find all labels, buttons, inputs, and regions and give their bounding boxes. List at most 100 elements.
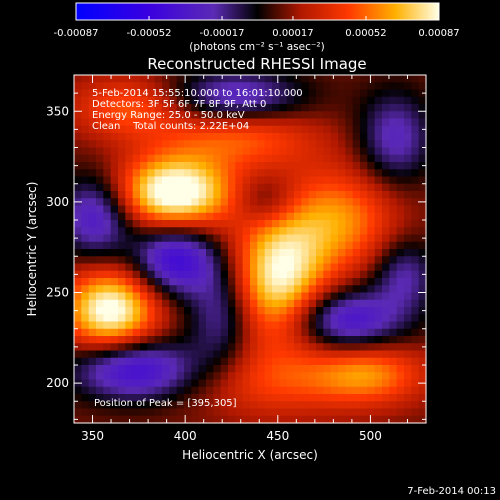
heatmap-cell [308, 379, 317, 388]
heatmap-cell [396, 183, 405, 192]
heatmap-cell [382, 249, 390, 257]
heatmap-cell [110, 270, 119, 279]
heatmap-cell [367, 133, 376, 141]
heatmap-cell [316, 350, 324, 359]
heatmap-cell [323, 365, 332, 373]
heatmap-cell [352, 249, 361, 257]
heatmap-cell [323, 234, 332, 243]
heatmap-cell [338, 394, 346, 402]
heatmap-cell [338, 307, 346, 315]
heatmap-cell [103, 307, 112, 315]
heatmap-cell [286, 263, 295, 272]
heatmap-cell [411, 183, 420, 192]
heatmap-cell [360, 386, 368, 395]
heatmap-cell [140, 321, 148, 330]
heatmap-cell [286, 278, 295, 286]
heatmap-cell [74, 394, 82, 402]
heatmap-cell [294, 147, 302, 156]
heatmap-cell [81, 96, 90, 105]
heatmap-cell [374, 394, 383, 402]
heatmap-cell [242, 191, 251, 199]
heatmap-cell [389, 285, 398, 294]
heatmap-cell [206, 285, 214, 294]
heatmap-cell [316, 104, 324, 112]
heatmap-cell [272, 386, 280, 395]
heatmap-cell [279, 198, 288, 207]
heatmap-cell [176, 111, 185, 120]
heatmap-cell [228, 82, 236, 91]
heatmap-cell [96, 307, 104, 315]
heatmap-cell [235, 386, 244, 395]
heatmap-cell [374, 147, 383, 156]
heatmap-cell [294, 299, 302, 308]
heatmap-cell [242, 270, 251, 279]
heatmap-cell [345, 256, 354, 265]
heatmap-cell [250, 198, 258, 207]
heatmap-cell [81, 154, 90, 163]
heatmap-cell [367, 176, 376, 185]
heatmap-cell [191, 205, 200, 214]
heatmap-cell [88, 249, 97, 257]
heatmap-cell [352, 162, 361, 170]
heatmap-cell [250, 133, 258, 141]
heatmap-cell [411, 401, 420, 410]
heatmap-cell [418, 314, 427, 323]
heatmap-cell [140, 198, 148, 207]
heatmap-cell [264, 321, 273, 330]
heatmap-cell [396, 169, 405, 178]
heatmap-cell [272, 278, 280, 286]
heatmap-cell [169, 198, 178, 207]
heatmap-cell [382, 321, 390, 330]
heatmap-cell [345, 386, 354, 395]
heatmap-cell [125, 394, 134, 402]
heatmap-cell [272, 183, 280, 192]
heatmap-cell [279, 111, 288, 120]
heatmap-cell [103, 162, 112, 170]
heatmap-cell [140, 162, 148, 170]
heatmap-cell [279, 386, 288, 395]
heatmap-cell [147, 401, 156, 410]
heatmap-cell [301, 278, 310, 286]
heatmap-cell [301, 415, 310, 424]
heatmap-cell [374, 191, 383, 199]
heatmap-cell [308, 299, 317, 308]
heatmap-cell [308, 328, 317, 337]
heatmap-cell [235, 220, 244, 228]
heatmap-cell [382, 234, 390, 243]
heatmap-cell [345, 292, 354, 301]
heatmap-cell [125, 401, 134, 410]
heatmap-cell [308, 314, 317, 323]
heatmap-cell [345, 212, 354, 221]
heatmap-cell [338, 249, 346, 257]
heatmap-cell [228, 350, 236, 359]
heatmap-cell [352, 169, 361, 178]
heatmap-cell [125, 256, 134, 265]
heatmap-cell [74, 96, 82, 105]
heatmap-cell [308, 357, 317, 366]
heatmap-cell [220, 140, 229, 149]
heatmap-cell [294, 270, 302, 279]
heatmap-cell [404, 133, 412, 141]
heatmap-cell [154, 227, 163, 236]
heatmap-cell [418, 169, 427, 178]
heatmap-cell [250, 401, 258, 410]
annotation-clean-counts: Clean Total counts: 2.22E+04 [92, 121, 249, 132]
heatmap-cell [404, 104, 412, 112]
heatmap-cell [198, 415, 207, 424]
heatmap-cell [279, 292, 288, 301]
heatmap-cell [169, 140, 178, 149]
heatmap-cell [147, 415, 156, 424]
heatmap-cell [367, 386, 376, 395]
heatmap-cell [323, 154, 332, 163]
heatmap-cell [220, 365, 229, 373]
heatmap-cell [396, 256, 405, 265]
heatmap-cell [316, 234, 324, 243]
heatmap-cell [125, 162, 134, 170]
heatmap-cell [279, 82, 288, 91]
heatmap-cell [88, 401, 97, 410]
heatmap-cell [96, 328, 104, 337]
heatmap-cell [176, 379, 185, 388]
heatmap-cell [360, 278, 368, 286]
heatmap-cell [118, 147, 126, 156]
heatmap-cell [213, 328, 222, 337]
